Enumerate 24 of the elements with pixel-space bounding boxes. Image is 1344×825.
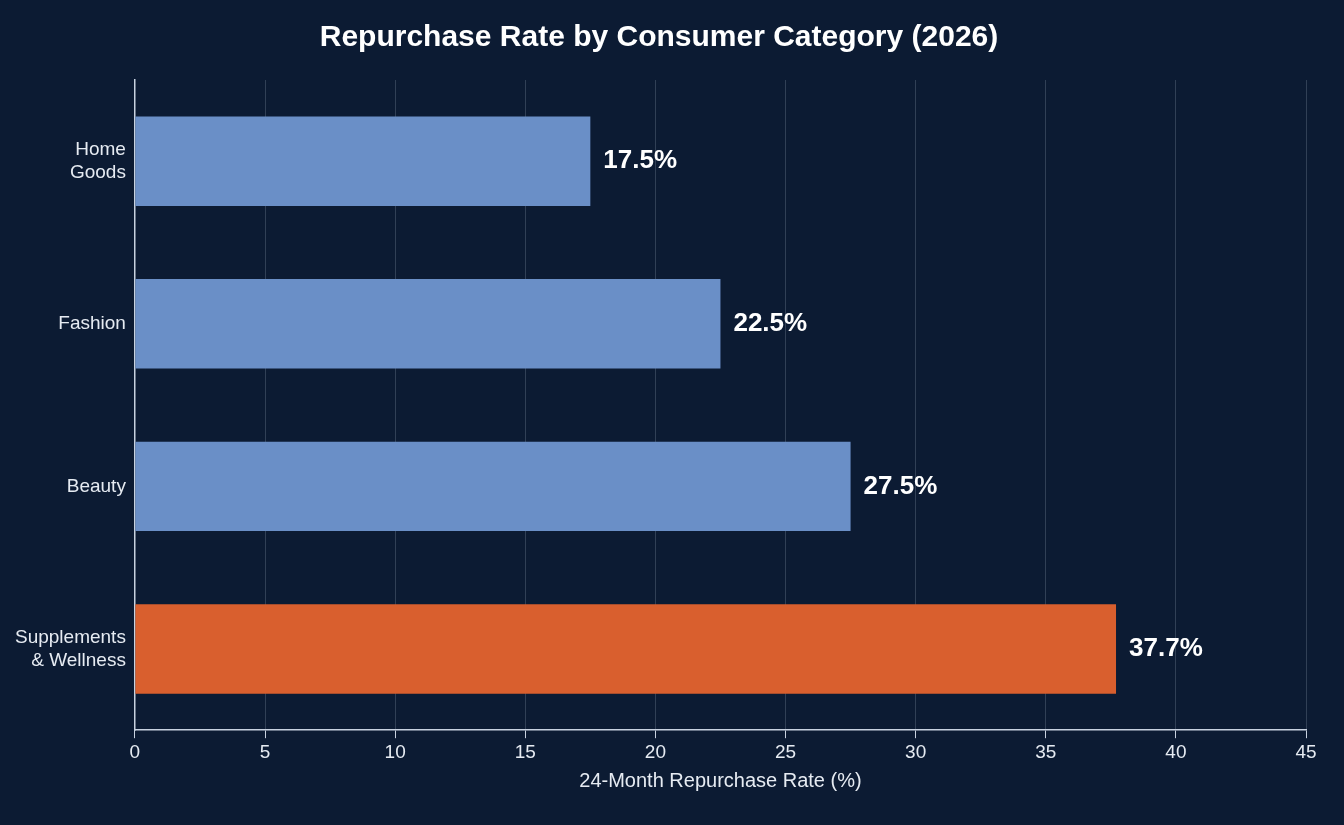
bar [135, 116, 591, 206]
data-label: 27.5% [863, 469, 938, 500]
x-tick-label: 35 [1035, 740, 1057, 762]
bar [135, 604, 1117, 694]
bar [135, 441, 851, 532]
y-tick-label: Home Goods [69, 138, 126, 182]
x-tick-label: 45 [1295, 740, 1317, 762]
x-tick-label: 0 [129, 740, 141, 762]
y-tick-label: Supplements & Wellness [15, 625, 126, 670]
x-tick-label: 10 [384, 740, 406, 762]
y-tick-label: Beauty [66, 474, 127, 496]
x-tick-label: 30 [905, 740, 927, 762]
x-axis-title: 24-Month Repurchase Rate (%) [579, 768, 862, 791]
x-tick-label: 20 [644, 740, 666, 762]
y-tick-label: Fashion [58, 312, 126, 334]
x-tick-label: 25 [774, 740, 797, 762]
x-tick-label: 40 [1165, 740, 1187, 762]
data-label: 22.5% [733, 307, 808, 337]
data-label: 37.7% [1129, 632, 1203, 663]
x-tick-label: 15 [514, 740, 536, 762]
x-tick-label: 5 [259, 740, 271, 762]
chart-title: Repurchase Rate by Consumer Category (2026) [319, 19, 999, 53]
data-label: 17.5% [603, 144, 678, 175]
bar [135, 279, 721, 369]
